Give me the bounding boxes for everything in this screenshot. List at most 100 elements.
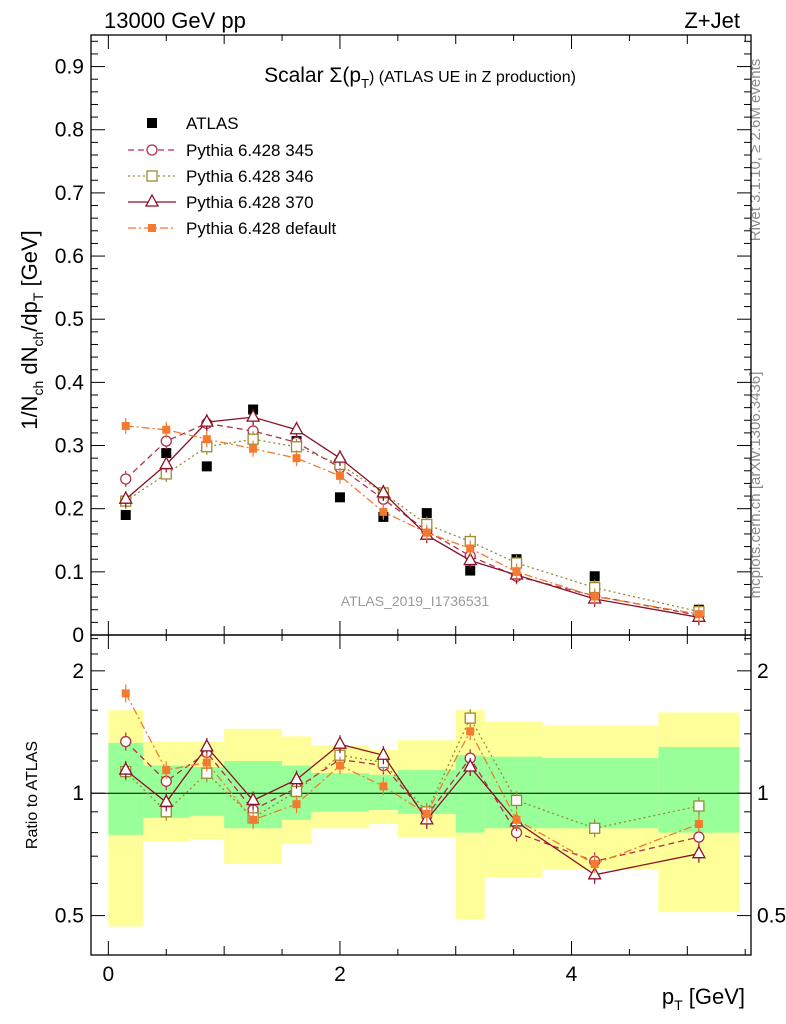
legend-entry-pdef: Pythia 6.428 default <box>128 219 337 238</box>
point-p370-1 <box>159 456 174 470</box>
ratio-line-p346 <box>125 716 700 829</box>
point-pdef-6 <box>379 507 388 516</box>
ratio-point-pdef-0 <box>121 689 130 698</box>
point-atlas-0 <box>120 510 131 520</box>
ratio-ytick-label-0: 0.5 <box>55 905 84 928</box>
watermark: ATLAS_2019_I1736531 <box>341 593 490 609</box>
point-pdef-11 <box>694 610 703 619</box>
legend-label-atlas: ATLAS <box>186 114 239 133</box>
legend-label-pdef: Pythia 6.428 default <box>186 219 337 238</box>
ratio-point-pdef-2 <box>202 758 211 767</box>
ratio-point-p370-8 <box>463 758 478 772</box>
ratio-ytick-label-right-1: 1 <box>757 782 769 805</box>
point-pdef-0 <box>121 421 130 430</box>
point-p370-6 <box>376 484 391 498</box>
ylabel-ratio: Ratio to ATLAS <box>24 741 41 849</box>
point-atlas-5 <box>334 492 345 503</box>
legend-entry-p346: Pythia 6.428 346 <box>128 167 314 186</box>
point-pdef-2 <box>202 435 211 444</box>
title-tail: ) (ATLAS UE in Z production) <box>369 69 576 86</box>
ratio-frame <box>90 634 752 956</box>
ratio-line-p345 <box>125 741 700 862</box>
ratio-point-p370-11 <box>691 845 706 859</box>
ratio-point-pdef-9 <box>512 815 521 824</box>
ratio-ytick-label-2: 2 <box>72 660 84 683</box>
ratio-ytick-label-right-2: 2 <box>757 660 769 683</box>
ytick-label-1: 0.1 <box>55 561 84 584</box>
point-atlas-8 <box>465 565 476 576</box>
ylabel-main: 1/Nch dNch/dpT [GeV] <box>17 230 46 430</box>
legend-marker-p346 <box>146 170 158 182</box>
ytick-label-5: 0.5 <box>55 308 84 331</box>
ratio-panel <box>118 684 706 884</box>
ytick-label-4: 0.4 <box>55 371 85 394</box>
ratio-point-p370-6 <box>376 746 391 760</box>
ytick-label-8: 0.8 <box>55 119 84 142</box>
axes: 0 0.1 0.2 0.3 0.4 0.5 0.6 0.7 0.8 0.9 0 2 4 0.5 0.5 1 1 2… <box>55 34 786 986</box>
series-line-pdef <box>125 425 700 615</box>
ratio-ytick-label-1: 1 <box>72 782 84 805</box>
point-p370-4 <box>289 421 304 435</box>
plot-title: Scalar Σ(pT) (ATLAS UE in Z production) <box>264 64 576 91</box>
main-panel <box>118 404 706 626</box>
ratio-point-p346-8 <box>464 712 476 724</box>
point-atlas-1 <box>161 448 172 459</box>
point-atlas-10 <box>589 571 600 582</box>
series-line-p370 <box>125 416 700 618</box>
legend-marker-atlas <box>147 118 157 128</box>
xlabel: pT [GeV] <box>662 984 745 1013</box>
legend: ATLAS Pythia 6.428 345 Pythia 6.428 346 … <box>128 114 337 238</box>
legend-marker-pdef <box>148 224 156 232</box>
ratio-line-p370 <box>125 743 700 876</box>
ratio-point-pdef-11 <box>694 820 703 829</box>
point-pdef-10 <box>590 592 599 601</box>
ytick-label-3: 0.3 <box>55 435 84 458</box>
band-green-0 <box>108 742 144 835</box>
ratio-point-pdef-5 <box>335 761 344 770</box>
ratio-series-p370 <box>118 735 706 884</box>
ratio-point-pdef-4 <box>292 800 301 809</box>
point-atlas-7 <box>421 508 432 519</box>
ratio-point-p370-10 <box>587 866 602 880</box>
ratio-point-p346-9 <box>510 794 523 807</box>
ratio-line-pdef <box>125 693 700 865</box>
ytick-label-6: 0.6 <box>55 245 84 268</box>
legend-label-p345: Pythia 6.428 345 <box>186 141 314 160</box>
legend-marker-p370 <box>144 193 160 207</box>
point-p370-0 <box>118 490 133 504</box>
series-p370 <box>118 408 706 626</box>
ratio-point-p346-11 <box>693 800 705 812</box>
legend-marker-p345 <box>146 144 158 156</box>
band-green-5 <box>311 773 369 812</box>
point-atlas-2 <box>201 461 212 472</box>
ratio-point-p370-0 <box>118 761 133 775</box>
rivet-label: Rivet 3.1.10, ≥ 2.6M events <box>747 59 764 242</box>
ratio-point-p370-3 <box>246 792 261 806</box>
ratio-point-p345-0 <box>120 735 132 748</box>
point-p370-3 <box>246 408 261 422</box>
title-main: Scalar Σ(p <box>264 64 361 87</box>
ratio-point-pdef-6 <box>379 782 388 791</box>
ytick-label-0: 0 <box>72 624 84 647</box>
legend-label-p370: Pythia 6.428 370 <box>186 193 314 212</box>
header-right: Z+Jet <box>684 8 740 33</box>
point-pdef-1 <box>162 425 171 434</box>
ytick-label-9: 0.9 <box>55 56 84 79</box>
legend-entry-p370: Pythia 6.428 370 <box>128 193 314 212</box>
ratio-point-p345-11 <box>693 831 705 843</box>
ratio-point-p370-5 <box>332 735 348 749</box>
ytick-label-7: 0.7 <box>55 182 84 205</box>
point-pdef-9 <box>512 567 521 576</box>
ratio-point-pdef-8 <box>466 727 475 736</box>
ratio-point-p346-10 <box>589 822 601 834</box>
ratio-series-pdef <box>121 684 703 873</box>
point-p345-0 <box>120 473 132 485</box>
point-pdef-4 <box>292 454 301 463</box>
point-pdef-5 <box>335 471 344 480</box>
point-pdef-7 <box>422 528 431 537</box>
ratio-point-pdef-7 <box>422 809 431 818</box>
header-left: 13000 GeV pp <box>104 8 246 33</box>
point-p370-5 <box>332 449 348 463</box>
point-pdef-3 <box>249 444 258 453</box>
